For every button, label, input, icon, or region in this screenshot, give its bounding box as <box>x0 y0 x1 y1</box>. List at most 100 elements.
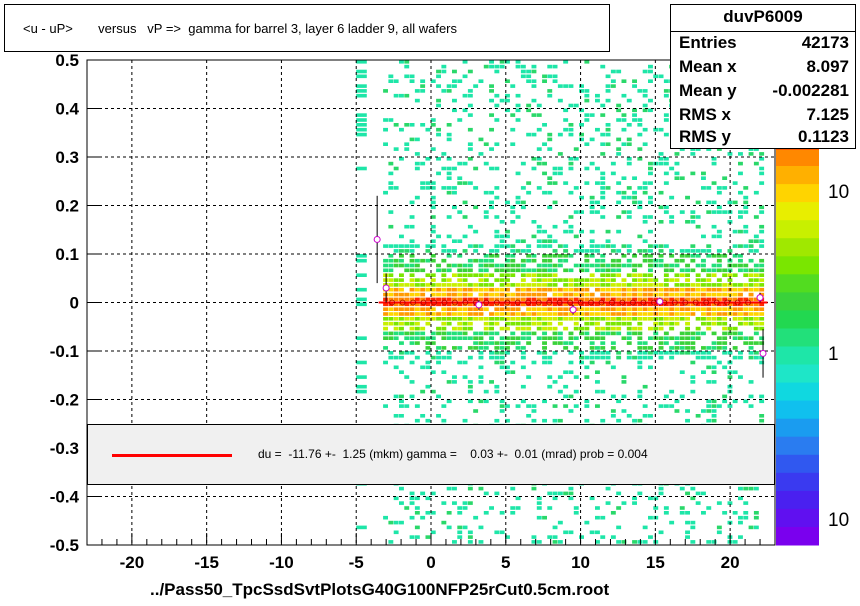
heatmap-cell <box>383 127 388 132</box>
heatmap-cell <box>626 137 632 142</box>
heatmap-cell <box>748 287 754 292</box>
heatmap-cell <box>674 292 680 297</box>
heatmap-cell <box>404 263 410 268</box>
heatmap-cell <box>605 74 611 79</box>
heatmap-cell <box>547 491 553 496</box>
heatmap-cell <box>383 297 388 302</box>
heatmap-cell <box>738 515 743 520</box>
heatmap-cell <box>589 195 595 200</box>
heatmap-cell <box>547 258 553 263</box>
heatmap-cell <box>690 283 696 287</box>
heatmap-cell <box>515 108 521 113</box>
heatmap-cell <box>483 273 489 277</box>
heatmap-cell <box>383 317 388 321</box>
heatmap-cell <box>711 200 717 205</box>
heatmap-cell <box>510 360 516 365</box>
heatmap-cell <box>420 278 426 282</box>
heatmap-cell <box>600 186 606 190</box>
heatmap-cell <box>467 244 473 248</box>
heatmap-cell <box>399 273 404 277</box>
heatmap-cell <box>420 491 426 496</box>
heatmap-cell <box>489 249 494 253</box>
heatmap-cell <box>648 161 653 166</box>
heatmap-cell <box>722 346 728 350</box>
heatmap-cell <box>685 317 690 321</box>
heatmap-cell <box>658 249 664 253</box>
heatmap-cell <box>616 69 622 74</box>
profile-marker <box>703 299 710 306</box>
heatmap-cell <box>706 351 712 355</box>
profile-marker <box>619 299 626 306</box>
heatmap-cell <box>420 326 426 331</box>
heatmap-cell <box>505 307 510 311</box>
heatmap-cell <box>499 64 505 69</box>
heatmap-cell <box>584 278 590 282</box>
heatmap-cell <box>483 254 489 258</box>
heatmap-cell <box>679 336 685 340</box>
heatmap-cell <box>584 118 590 122</box>
heatmap-cell <box>489 166 494 171</box>
heatmap-cell <box>616 307 622 311</box>
heatmap-cell <box>478 331 484 336</box>
heatmap-cell <box>531 64 537 69</box>
heatmap-cell <box>483 326 489 331</box>
heatmap-cell <box>605 186 611 190</box>
heatmap-cell <box>552 249 558 253</box>
heatmap-cell <box>526 307 532 311</box>
heatmap-cell <box>605 127 611 132</box>
heatmap-cell <box>690 220 696 224</box>
heatmap-cell <box>584 254 590 258</box>
heatmap-cell <box>515 302 521 307</box>
heatmap-cell <box>441 326 447 331</box>
heatmap-cell <box>489 351 494 355</box>
heatmap-cell <box>563 254 569 258</box>
heatmap-cell <box>489 292 494 297</box>
heatmap-cell <box>462 525 468 530</box>
heatmap-cell <box>626 287 632 292</box>
heatmap-cell <box>600 258 606 263</box>
heatmap-cell <box>552 496 558 501</box>
heatmap-cell <box>483 268 489 273</box>
heatmap-cell <box>478 268 484 273</box>
heatmap-cell <box>621 380 627 384</box>
heatmap-cell <box>393 244 399 248</box>
heatmap-cell <box>409 312 415 316</box>
heatmap-cell <box>610 409 616 413</box>
x-tick-label: -15 <box>194 553 219 572</box>
heatmap-cell <box>595 263 600 268</box>
heatmap-cell <box>515 506 521 510</box>
heatmap-cell <box>716 292 722 297</box>
heatmap-cell <box>632 326 637 331</box>
heatmap-cell <box>409 137 415 142</box>
heatmap-cell <box>626 273 632 277</box>
heatmap-cell <box>430 239 436 243</box>
heatmap-cell <box>685 491 690 496</box>
heatmap-cell <box>520 200 526 205</box>
heatmap-cell <box>674 263 680 268</box>
heatmap-cell <box>732 244 738 248</box>
heatmap-cell <box>743 195 749 200</box>
heatmap-cell <box>499 399 505 404</box>
heatmap-cell <box>626 123 632 127</box>
heatmap-cell <box>600 195 606 200</box>
heatmap-cell <box>753 234 759 239</box>
heatmap-cell <box>425 258 431 263</box>
heatmap-cell <box>473 273 479 277</box>
heatmap-cell <box>711 380 717 384</box>
heatmap-cell <box>462 161 468 166</box>
heatmap-cell <box>621 176 627 180</box>
heatmap-cell <box>711 210 717 214</box>
heatmap-cell <box>520 205 526 210</box>
heatmap-cell <box>759 302 765 307</box>
heatmap-cell <box>648 307 653 311</box>
heatmap-cell <box>632 496 637 501</box>
heatmap-cell <box>478 79 484 83</box>
heatmap-cell <box>494 384 500 389</box>
heatmap-cell <box>494 118 500 122</box>
heatmap-cell <box>510 263 516 268</box>
heatmap-cell <box>547 321 553 326</box>
heatmap-cell <box>738 215 743 219</box>
heatmap-cell <box>547 535 553 539</box>
heatmap-cell <box>393 283 399 287</box>
heatmap-cell <box>483 283 489 287</box>
